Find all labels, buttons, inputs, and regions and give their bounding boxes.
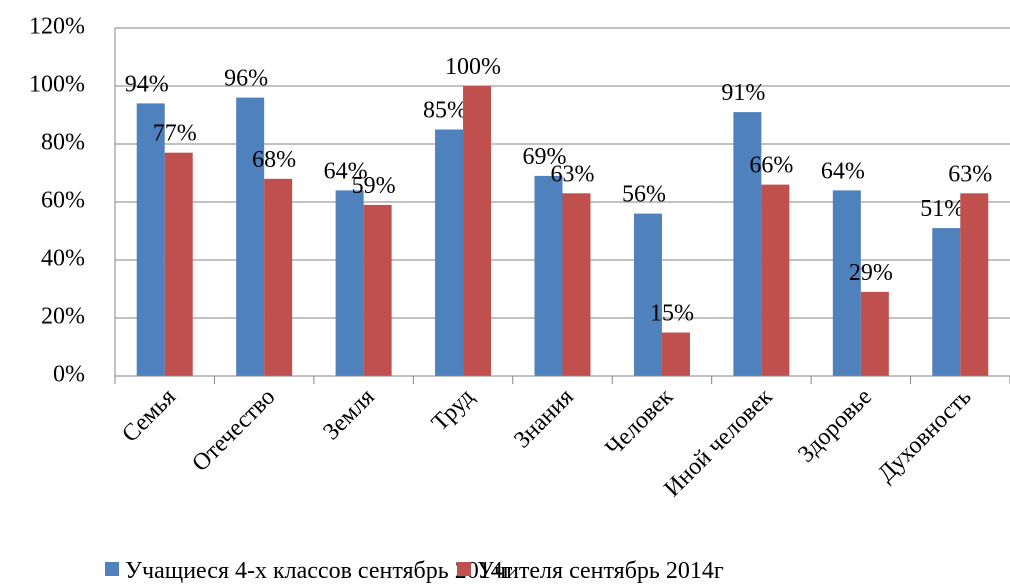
- data-label: 64%: [821, 158, 865, 184]
- legend-swatch: [105, 562, 119, 576]
- bar: [932, 228, 961, 376]
- data-label: 63%: [551, 161, 595, 187]
- data-label: 64%: [324, 158, 368, 184]
- data-label: 77%: [153, 121, 197, 147]
- data-label: 69%: [523, 144, 567, 170]
- y-tick-label: 60%: [41, 188, 85, 214]
- legend-label: Учащиеся 4-х классов сентябрь 2014г: [125, 558, 513, 584]
- data-label: 56%: [622, 182, 666, 208]
- data-label: 96%: [224, 66, 268, 92]
- data-label: 29%: [849, 260, 893, 286]
- bar: [164, 152, 193, 376]
- data-label: 63%: [948, 161, 992, 187]
- x-tick-label: Отечество: [187, 384, 280, 477]
- data-label: 91%: [721, 80, 765, 106]
- data-label: 85%: [423, 98, 467, 124]
- data-label: 94%: [125, 71, 169, 97]
- x-tick-label: Человек: [601, 384, 679, 462]
- bar: [761, 184, 790, 376]
- x-tick-label: Земля: [318, 384, 379, 445]
- bar: [534, 175, 563, 376]
- legend-swatch: [457, 562, 471, 576]
- bar: [960, 193, 989, 376]
- x-tick-label: Труд: [427, 384, 479, 436]
- bar: [733, 112, 762, 376]
- data-label: 51%: [920, 196, 964, 222]
- x-tick-label: Здоровье: [793, 384, 877, 468]
- bar: [860, 291, 889, 376]
- y-tick-label: 100%: [29, 72, 85, 98]
- bar: [661, 332, 690, 376]
- y-tick-label: 20%: [41, 304, 85, 330]
- bar: [832, 190, 861, 376]
- data-label: 68%: [252, 147, 296, 173]
- data-label: 15%: [650, 301, 694, 327]
- legend-label: Учителя сентябрь 2014г: [477, 558, 724, 584]
- y-tick-label: 120%: [29, 14, 85, 40]
- x-tick-label: Знания: [509, 384, 578, 453]
- bar: [435, 129, 464, 376]
- bar: [562, 193, 591, 376]
- bar: [633, 213, 662, 376]
- bar: [463, 86, 492, 376]
- x-tick-label: Семья: [117, 384, 181, 448]
- data-label: 100%: [445, 54, 501, 80]
- y-tick-label: 40%: [41, 246, 85, 272]
- y-tick-label: 0%: [53, 362, 85, 388]
- bar: [335, 190, 364, 376]
- data-label: 66%: [749, 153, 793, 179]
- bar: [264, 178, 293, 376]
- y-tick-label: 80%: [41, 130, 85, 156]
- data-label: 59%: [352, 173, 396, 199]
- bar: [236, 97, 265, 376]
- x-tick-label: Духовность: [873, 384, 977, 488]
- bar: [363, 204, 392, 376]
- bar: [136, 103, 165, 377]
